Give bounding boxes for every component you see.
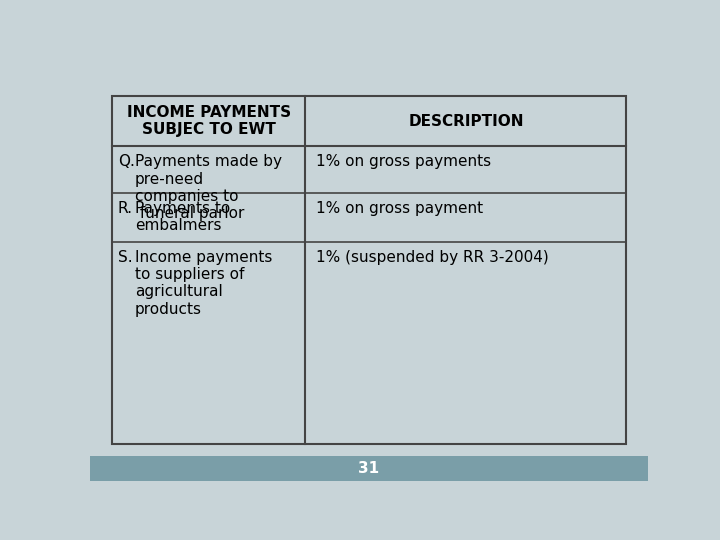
Text: 1% on gross payment: 1% on gross payment <box>316 201 483 216</box>
Text: 1% (suspended by RR 3-2004): 1% (suspended by RR 3-2004) <box>316 249 549 265</box>
Text: 31: 31 <box>359 461 379 476</box>
Text: DESCRIPTION: DESCRIPTION <box>408 113 523 129</box>
Text: INCOME PAYMENTS
SUBJEC TO EWT: INCOME PAYMENTS SUBJEC TO EWT <box>127 105 291 137</box>
Text: Payments made by
pre-need
companies to
 funeral parlor: Payments made by pre-need companies to f… <box>135 154 282 221</box>
Text: Payments to
embalmers: Payments to embalmers <box>135 201 230 233</box>
Bar <box>112 96 626 444</box>
Text: R.: R. <box>118 201 133 216</box>
Text: Q.: Q. <box>118 154 135 169</box>
Text: S.: S. <box>118 249 132 265</box>
Text: 1% on gross payments: 1% on gross payments <box>316 154 492 169</box>
Bar <box>90 456 648 481</box>
Text: Income payments
to suppliers of
agricultural
products: Income payments to suppliers of agricult… <box>135 249 272 317</box>
